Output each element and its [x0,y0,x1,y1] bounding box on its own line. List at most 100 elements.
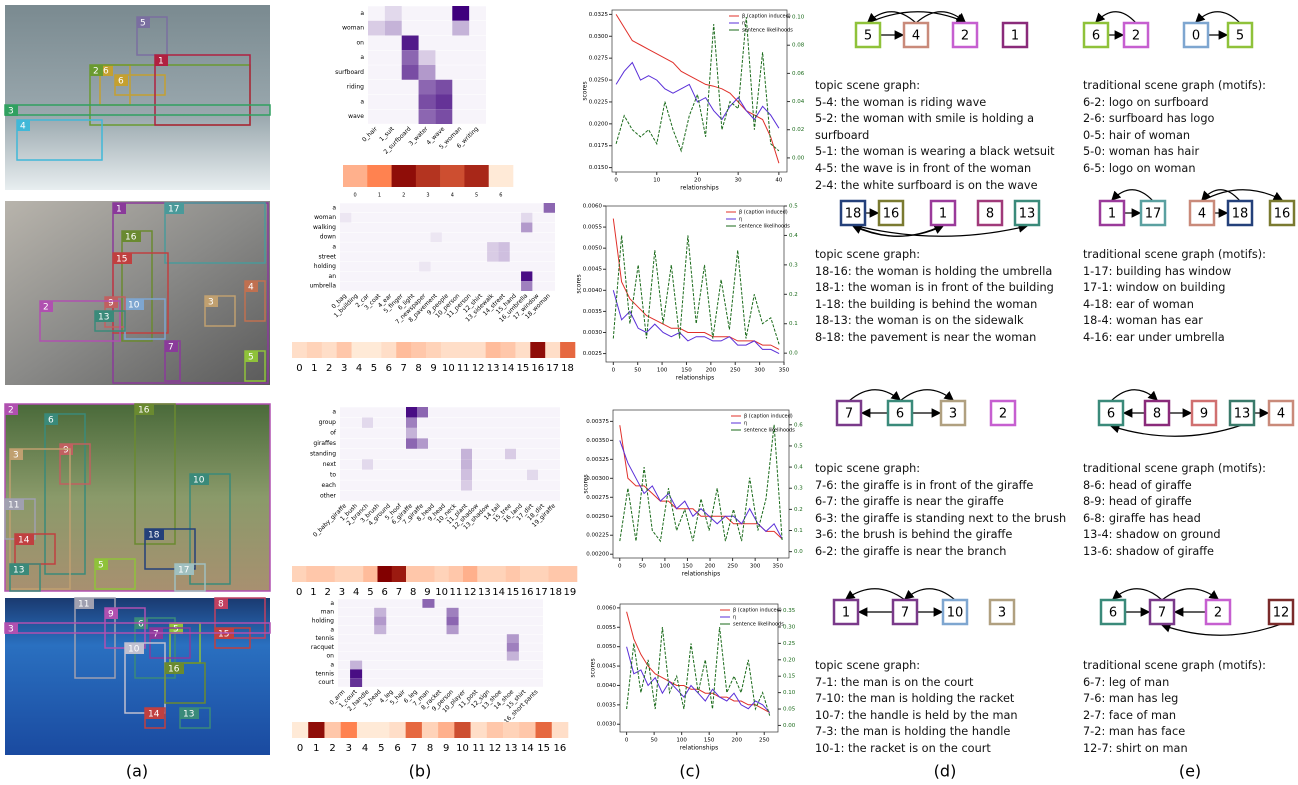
attention-cell [396,342,411,358]
attention-tick: 0 [297,743,303,754]
legend-label: sentence likelihoods [739,224,790,230]
y-tick-label: 0.00275 [586,495,609,501]
x-tick-label: 150 [682,564,693,570]
attention-tick: 13 [487,363,500,374]
attention-tick: 11 [450,587,463,598]
panel-label: (a) [126,762,148,781]
bbox-label: 3 [8,625,14,635]
attention-tick: 2 [326,363,332,374]
y-axis-label: scores [582,81,589,100]
heatmap-cell [461,459,472,469]
bbox-label: 11 [78,600,89,610]
graph-node-label: 6 [1107,407,1115,422]
y2-tick-label: 0.4 [789,233,798,239]
attention-cell [411,342,426,358]
attention-cell [363,566,378,582]
graph-node-label: 10 [947,606,964,621]
series-line [627,627,770,716]
heatmap-cell [406,438,417,448]
y2-tick-label: 0.0 [794,549,803,555]
text-line: 6-2: logo on surfboard [1083,95,1297,112]
attention-cell [420,566,435,582]
text-line: topic scene graph: [815,658,1077,675]
heatmap-row-label: holding [314,263,336,270]
attention-tick: 5 [367,587,373,598]
bbox-label: 1 [116,205,122,215]
heatmap-row-label: walking [313,224,336,231]
photo [5,201,270,385]
attention-cell [307,342,322,358]
text-line: 17-1: window on building [1083,280,1297,297]
legend-label: η [733,615,736,621]
attention-tick: 19 [564,587,577,598]
y-tick-label: 0.0150 [589,165,609,171]
attention-tick: 6 [499,193,502,199]
attention-cell [435,566,450,582]
legend-label: η [742,21,745,27]
graph-edge [1202,190,1240,201]
attention-tick: 8 [427,743,433,754]
panel-label: (b) [409,762,432,781]
heatmap-cell [402,36,419,51]
text-line: topic scene graph: [815,247,1077,264]
heatmap-cell [417,407,428,417]
attention-tick: 3 [339,587,345,598]
heatmap-cell [368,21,385,36]
attention-cell [464,165,489,187]
y2-tick-label: 0.10 [783,690,796,696]
graph-node-label: 12 [1273,606,1290,621]
figure: {"panel_labels":["(a)","(b)","(c)","(d)"… [0,0,1298,785]
attention-tick: 2 [329,743,335,754]
series-line [627,647,770,713]
x-tick-label: 150 [681,368,692,374]
graph-node-label: 7 [1158,606,1166,621]
bbox-label: 5 [98,561,104,571]
x-axis-label: relationships [680,745,718,752]
bbox-label: 7 [168,343,174,353]
bbox-label: 13 [98,313,109,323]
attention-cell [392,165,417,187]
attention-tick: 17 [535,587,548,598]
bbox-label: 5 [140,19,146,29]
heatmap-cell [406,417,417,427]
graph-node-label: 3 [949,407,957,422]
graph-node-label: 16 [1274,207,1291,222]
attention-cell [438,722,455,738]
attention-cell [440,165,465,187]
attention-cell [352,342,367,358]
graph-node-label: 3 [998,606,1006,621]
attention-cell [337,342,352,358]
attention-tick: 7 [401,363,407,374]
attention-cell [416,165,441,187]
heatmap-cell [527,470,538,480]
legend-label: sentence likelihoods [733,622,784,628]
heatmap-cell [419,109,436,124]
graph-node-label: 6 [1109,606,1117,621]
heatmap-row-label: other [320,492,337,499]
y2-tick-label: 0.3 [789,262,798,268]
heatmap-row-label: group [319,419,337,426]
text-line: 7-10: the man is holding the racket [815,691,1077,708]
attention-cell [492,566,507,582]
graph-node-label: 2 [961,29,969,44]
y-tick-label: 0.00200 [586,552,609,558]
heatmap-cell [419,95,436,110]
heatmap-cell [406,428,417,438]
x-tick-label: 40 [775,178,782,184]
x-tick-label: 200 [731,738,742,744]
attention-tick: 11 [457,363,470,374]
attention-cell [389,722,406,738]
attention-cell [530,342,545,358]
text-line: 7-2: man has face [1083,724,1297,741]
attention-cell [406,722,423,738]
legend-label: η [744,421,747,427]
attention-cell [471,342,486,358]
topic-text: topic scene graph:7-1: the man is on the… [815,658,1077,758]
attention-tick: 8 [410,587,416,598]
heatmap-cell [417,438,428,448]
graph-node-label: 4 [1277,407,1285,422]
text-line: 10-7: the handle is held by the man [815,708,1077,725]
x-tick-label: 10 [653,178,660,184]
heatmap-cell [419,50,436,65]
y-tick-label: 0.0045 [583,267,603,273]
